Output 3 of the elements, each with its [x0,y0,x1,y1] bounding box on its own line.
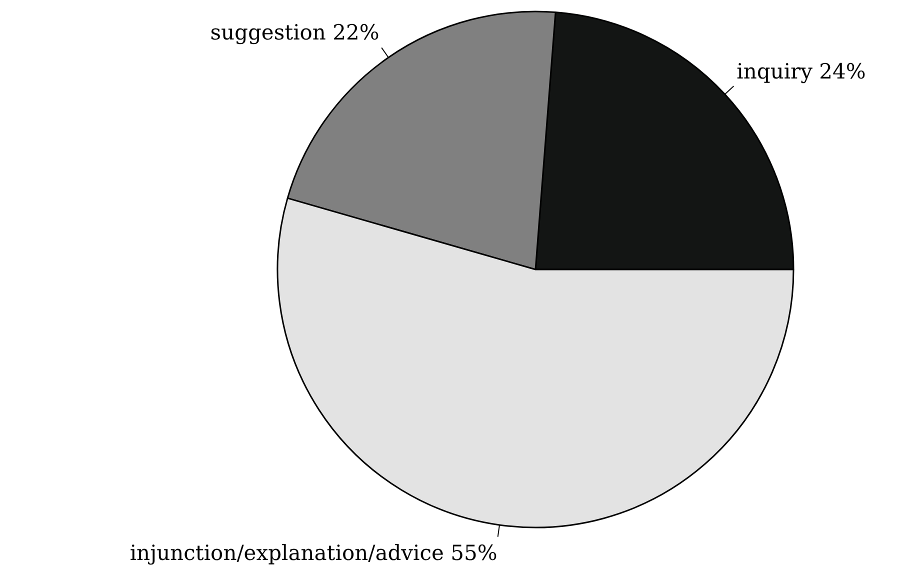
slice-label: injunction/explanation/advice 55% [130,540,498,565]
slice-label: inquiry 24% [736,59,866,84]
slice-label: suggestion 22% [210,20,380,44]
